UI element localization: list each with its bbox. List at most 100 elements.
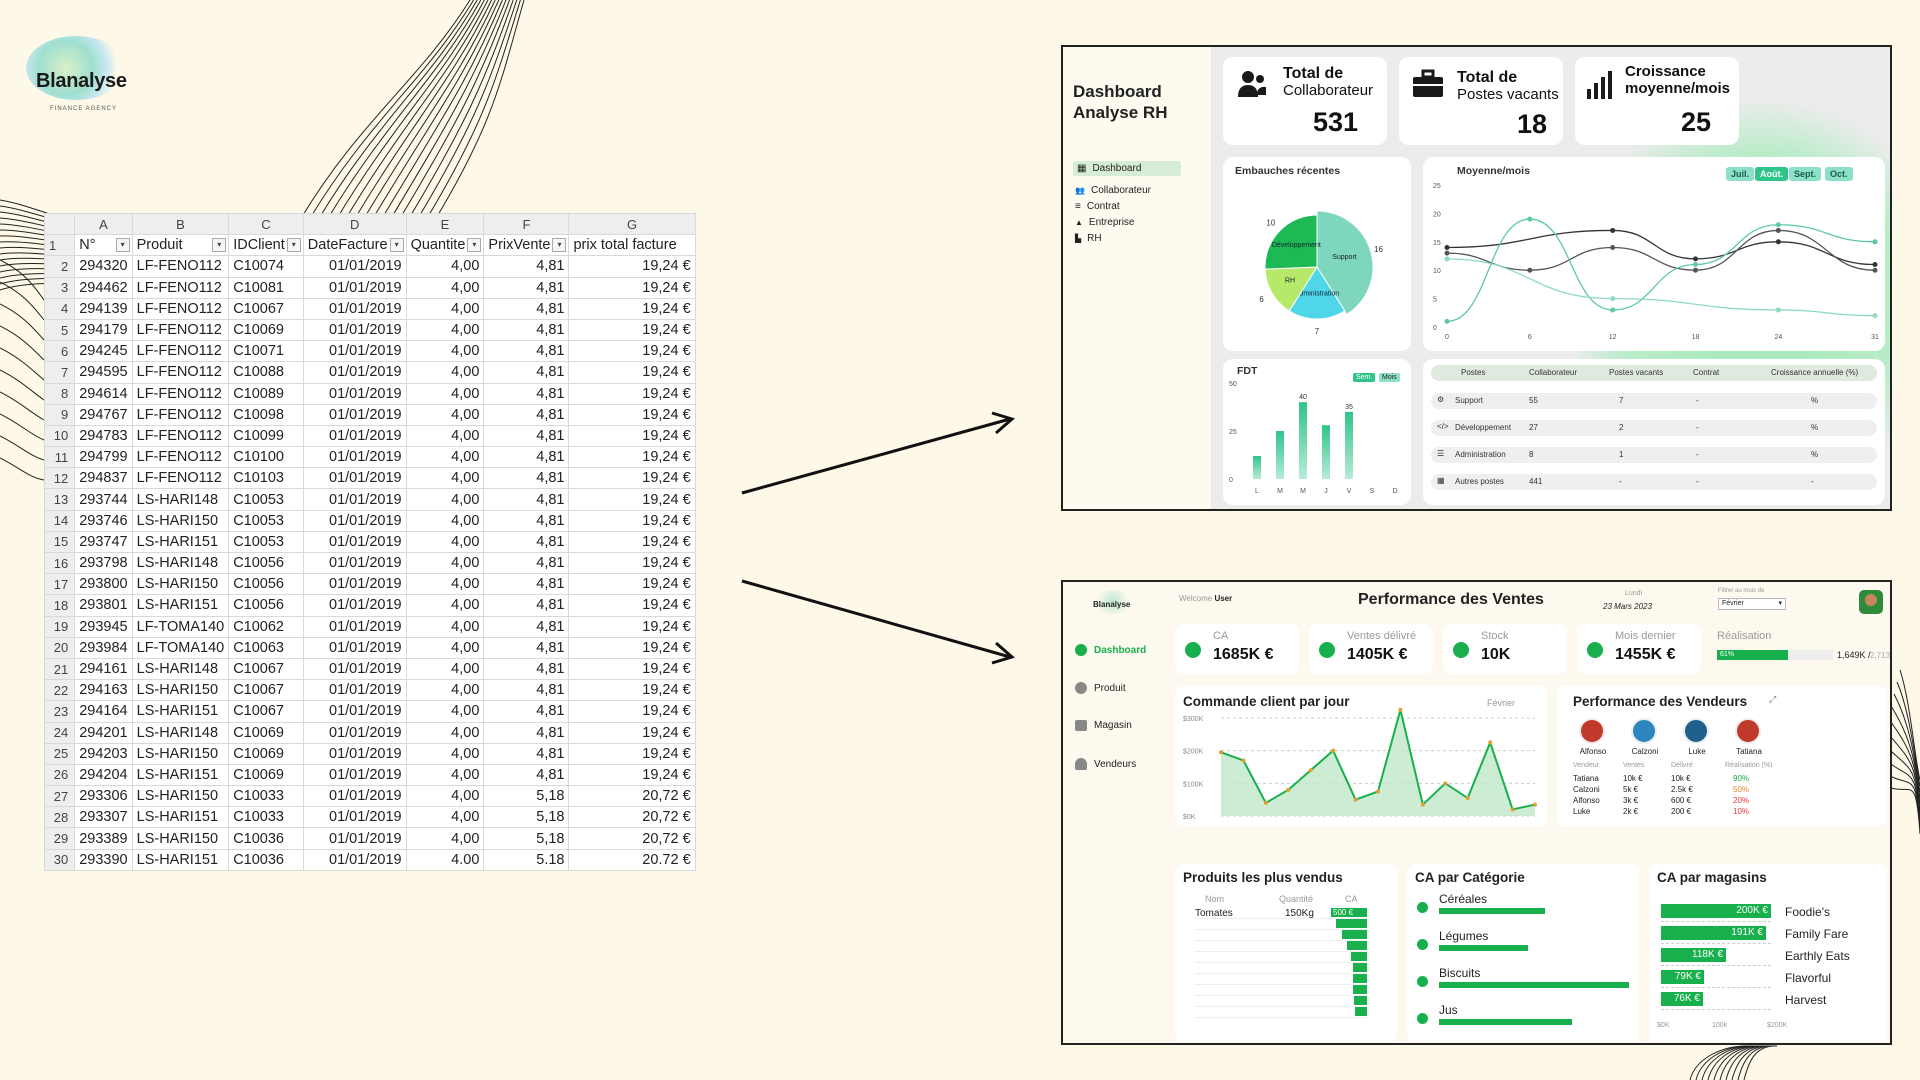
data-point[interactable] <box>1775 307 1781 313</box>
row-number[interactable]: 22 <box>43 679 76 702</box>
table-cell[interactable]: 01/01/2019 <box>302 700 407 723</box>
data-point[interactable] <box>1872 262 1878 268</box>
table-cell[interactable]: 19,24 € <box>568 742 696 765</box>
table-cell[interactable]: 01/01/2019 <box>302 551 407 575</box>
table-cell[interactable]: 19,24 € <box>568 467 696 490</box>
user-avatar[interactable] <box>1859 590 1883 614</box>
table-cell[interactable]: LS-HARI150 <box>131 785 230 808</box>
select-all-corner[interactable] <box>43 212 76 236</box>
row-number[interactable]: 11 <box>43 446 76 469</box>
row-number[interactable]: 27 <box>43 785 76 808</box>
table-cell[interactable]: 293306 <box>74 785 133 808</box>
table-cell[interactable]: LF-FENO112 <box>131 424 230 448</box>
table-cell[interactable]: 4,00 <box>405 276 485 299</box>
table-cell[interactable]: 4,00 <box>405 615 485 638</box>
table-cell[interactable]: 19,24 € <box>568 657 696 681</box>
row-number[interactable]: 29 <box>43 827 76 850</box>
table-cell[interactable]: 01/01/2019 <box>302 424 407 448</box>
table-cell[interactable]: LS-HARI151 <box>131 763 230 787</box>
table-cell[interactable]: 01/01/2019 <box>302 763 407 787</box>
table-cell[interactable]: 01/01/2019 <box>302 255 407 278</box>
table-cell[interactable]: 293389 <box>74 827 133 850</box>
table-cell[interactable]: 4,00 <box>405 763 485 787</box>
month-btn-aout[interactable]: Août. <box>1755 167 1788 181</box>
table-cell[interactable]: 4,81 <box>483 467 570 490</box>
fdt-toggle-mois[interactable]: Mois <box>1379 373 1400 382</box>
data-point[interactable] <box>1308 768 1313 773</box>
column-letter[interactable]: C <box>228 212 304 236</box>
row-number[interactable]: 12 <box>43 467 76 490</box>
row-number[interactable]: 13 <box>43 488 76 511</box>
table-cell[interactable]: 01/01/2019 <box>302 403 407 426</box>
hr-nav-collaborateur[interactable]: 👥 Collaborateur <box>1075 185 1152 196</box>
table-cell[interactable]: 4,00 <box>405 700 485 723</box>
vendor-avatar[interactable] <box>1735 718 1761 744</box>
table-cell[interactable]: 19,24 € <box>568 721 696 744</box>
category-bar[interactable] <box>1439 908 1545 914</box>
data-point[interactable] <box>1331 748 1336 753</box>
table-cell[interactable]: LS-HARI151 <box>131 530 230 554</box>
row-number[interactable]: 18 <box>43 594 76 617</box>
data-point[interactable] <box>1775 227 1781 233</box>
data-point[interactable] <box>1376 789 1380 794</box>
table-cell[interactable]: 5,18 <box>483 785 570 808</box>
table-cell[interactable]: C10098 <box>228 403 304 426</box>
table-cell[interactable]: C10081 <box>228 276 304 299</box>
product-bar[interactable] <box>1331 908 1367 917</box>
table-cell[interactable]: 293801 <box>74 594 133 617</box>
table-cell[interactable]: C10074 <box>228 255 304 278</box>
table-cell[interactable]: 01/01/2019 <box>302 721 407 744</box>
data-point[interactable] <box>1610 307 1616 313</box>
vendor-avatar[interactable] <box>1579 718 1605 744</box>
table-cell[interactable]: 19,24 € <box>568 403 696 426</box>
table-cell[interactable]: 4,81 <box>483 276 570 299</box>
table-cell[interactable]: LS-HARI150 <box>131 827 230 850</box>
table-cell[interactable]: 4,81 <box>483 255 570 278</box>
table-cell[interactable]: 01/01/2019 <box>302 679 407 702</box>
row-number[interactable]: 19 <box>43 615 76 638</box>
table-cell[interactable]: 293744 <box>74 488 133 511</box>
table-cell[interactable]: 01/01/2019 <box>302 318 407 342</box>
table-cell[interactable]: 5,18 <box>483 827 570 850</box>
data-point[interactable] <box>1286 787 1291 792</box>
product-bar[interactable] <box>1353 963 1367 972</box>
table-cell[interactable]: 5,18 <box>483 806 570 829</box>
table-cell[interactable]: 4,00 <box>405 509 485 532</box>
table-cell[interactable]: 294320 <box>74 255 133 278</box>
store-bar[interactable]: 76K € <box>1661 992 1703 1006</box>
month-btn-juil[interactable]: Juil. <box>1726 167 1755 181</box>
table-cell[interactable]: 4,81 <box>483 721 570 744</box>
product-bar[interactable] <box>1354 996 1367 1005</box>
table-cell[interactable]: LS-HARI148 <box>131 551 230 575</box>
table-cell[interactable]: LS-HARI150 <box>131 573 230 596</box>
table-cell[interactable]: 4,81 <box>483 615 570 638</box>
table-cell[interactable]: 19,24 € <box>568 297 696 320</box>
table-cell[interactable]: 01/01/2019 <box>302 785 407 808</box>
table-cell[interactable]: 294783 <box>74 424 133 448</box>
table-cell[interactable]: C10067 <box>228 679 304 702</box>
table-cell[interactable]: 01/01/2019 <box>302 382 407 405</box>
table-cell[interactable]: 4,00 <box>405 742 485 765</box>
table-cell[interactable]: 19,24 € <box>568 551 696 575</box>
data-point[interactable] <box>1872 239 1878 245</box>
table-cell[interactable]: 4,81 <box>483 509 570 532</box>
table-cell[interactable]: 293798 <box>74 551 133 575</box>
data-point[interactable] <box>1443 781 1448 786</box>
table-cell[interactable]: LF-FENO112 <box>131 318 230 342</box>
table-cell[interactable]: C10053 <box>228 530 304 554</box>
table-cell[interactable]: LS-HARI148 <box>131 721 230 744</box>
product-bar[interactable] <box>1355 1007 1367 1016</box>
row-number[interactable]: 10 <box>43 424 76 448</box>
table-cell[interactable]: C10099 <box>228 424 304 448</box>
spreadsheet[interactable]: A B C D E F G 1 N° ▾ Produit ▾ IDClient ▾ DateFacture ▾… <box>43 212 696 871</box>
table-cell[interactable]: 4,81 <box>483 530 570 554</box>
data-point[interactable] <box>1775 222 1781 228</box>
fdt-bar[interactable] <box>1322 425 1330 479</box>
table-cell[interactable]: C10033 <box>228 806 304 829</box>
filter-dropdown-icon[interactable]: ▾ <box>286 238 301 253</box>
table-cell[interactable]: 19,24 € <box>568 424 696 448</box>
row-number[interactable]: 16 <box>43 551 76 575</box>
table-cell[interactable]: 4,00 <box>405 318 485 342</box>
table-cell[interactable]: C10063 <box>228 636 304 659</box>
table-cell[interactable]: C10069 <box>228 763 304 787</box>
